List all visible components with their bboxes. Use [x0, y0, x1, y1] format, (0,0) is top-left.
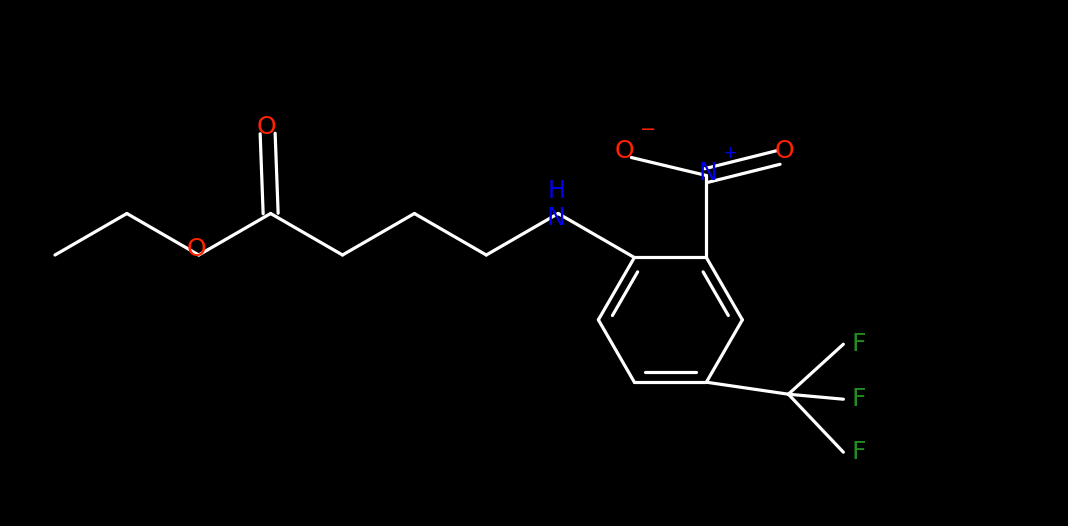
Text: O: O [774, 139, 795, 164]
Text: O: O [187, 237, 206, 261]
Text: N: N [547, 207, 566, 230]
Text: +: + [722, 145, 737, 163]
Text: −: − [640, 120, 657, 139]
Text: N: N [698, 161, 718, 186]
Text: O: O [256, 115, 277, 138]
Text: O: O [614, 139, 634, 164]
Text: H: H [547, 179, 565, 204]
Text: F: F [851, 332, 866, 356]
Text: F: F [851, 387, 866, 411]
Text: F: F [851, 440, 866, 464]
